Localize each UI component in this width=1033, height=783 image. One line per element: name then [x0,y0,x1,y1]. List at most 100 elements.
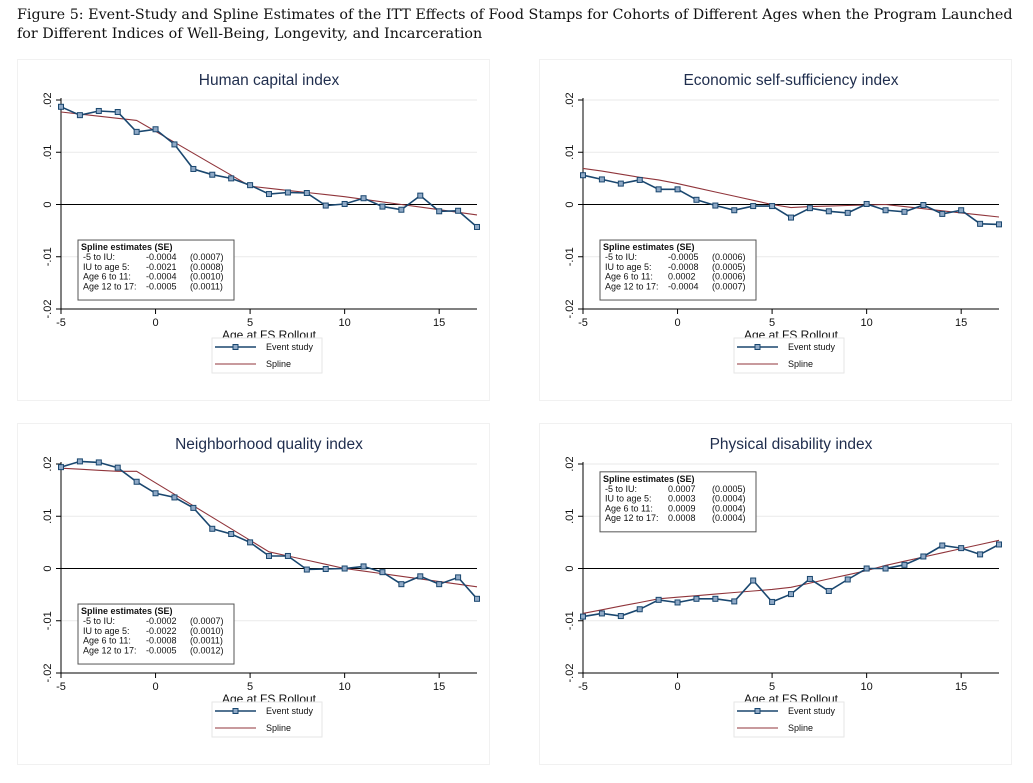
event-study-point [266,191,272,198]
chart-svg: Physical disability index -.02 -.01 0 .01 .02… [564,436,1002,738]
x-tick-label: 10 [339,317,351,329]
event-study-point [750,577,757,584]
x-tick-label: 0 [674,681,680,693]
event-study-point [920,553,927,560]
event-study-point [284,189,291,196]
spline-box-title: Spline estimates (SE) [81,242,173,252]
event-study-point [863,200,870,207]
spline-row-se: (0.0006) [712,252,746,262]
legend-spline-label: Spline [788,723,813,733]
spline-row-estimate: 0.0008 [668,513,696,523]
event-study-point [322,202,329,209]
y-tick-label: 0 [564,201,576,207]
spline-row-se: (0.0007) [190,252,224,262]
chart-svg: Neighborhood quality index -.02 -.01 0 .01 .0… [42,436,480,738]
event-study-point [901,561,908,568]
event-study-point [398,581,405,588]
chart-svg: Economic self-sufficiency index -.02 -.01 0… [564,72,1002,374]
spline-row-se: (0.0010) [190,272,224,282]
spline-row-estimate: -0.0008 [146,636,177,646]
event-study-point [844,576,851,583]
spline-row-estimate: -0.0005 [668,252,699,262]
y-tick-label: .01 [564,509,576,524]
x-tick-label: 10 [339,681,351,693]
legend-event-study-label: Event study [266,342,314,352]
spline-row-se: (0.0005) [712,262,746,272]
y-tick-label: -.01 [42,611,54,630]
event-study-point [712,202,719,209]
event-study-point [939,542,946,549]
x-tick-label: 15 [955,317,967,329]
spline-row-estimate: -0.0004 [146,272,177,282]
spline-row-label: IU to age 5: [605,262,652,272]
event-study-point [474,595,480,602]
y-tick-label: .02 [42,92,54,107]
event-study-point [58,464,64,471]
event-study-point [379,569,386,576]
event-study-point [996,221,1002,228]
spline-row-estimate: 0.0003 [668,494,696,504]
event-study-point [436,208,443,215]
x-tick-label: 0 [152,317,158,329]
y-tick-label: .01 [42,509,54,524]
event-study-point [171,494,178,501]
event-study-point [95,107,102,114]
event-study-point [750,203,757,210]
event-study-point [901,208,908,215]
legend-box [733,701,845,738]
x-tick-label: 15 [433,317,445,329]
event-study-point [636,606,643,613]
x-tick-label: -5 [578,317,588,329]
chart-panel-human-capital: Human capital index -.02 -.01 0 .01 .02 -5 0 5 10… [17,59,490,401]
event-study-point [398,206,405,213]
event-study-point [76,112,83,119]
legend-spline-label: Spline [266,359,291,369]
y-tick-label: 0 [42,565,54,571]
spline-row-estimate: 0.0002 [668,272,696,282]
chart-title: Economic self-sufficiency index [683,72,898,89]
chart-title: Neighborhood quality index [175,436,363,453]
event-study-point [655,186,662,193]
event-study-point [341,200,348,207]
x-tick-label: 5 [247,681,253,693]
event-study-point [417,192,424,199]
event-study-point [360,195,367,202]
spline-row-se: (0.0011) [190,636,223,646]
spline-estimates-box [77,239,235,301]
event-study-point [190,504,197,511]
legend-box [733,337,845,374]
spline-box-title: Spline estimates (SE) [603,242,695,252]
event-study-point [882,565,889,572]
legend-spline-label: Spline [266,723,291,733]
y-tick-label: -.01 [564,611,576,630]
spline-line [582,167,1000,218]
spline-row-se: (0.0004) [712,494,746,504]
event-study-line [582,543,1000,618]
event-study-point [580,172,586,179]
spline-row-label: IU to age 5: [83,626,130,636]
y-tick-label: -.01 [564,247,576,266]
spline-box-title: Spline estimates (SE) [603,474,695,484]
spline-row-label: -5 to IU: [605,484,637,494]
x-tick-label: -5 [56,317,66,329]
event-study-point [247,539,254,546]
event-study-point [190,165,197,172]
event-study-point [360,563,367,570]
chart-panel-physical-disability: Physical disability index -.02 -.01 0 .01 .02… [539,423,1012,765]
spline-estimates-box [77,603,235,665]
event-study-point [322,566,329,573]
y-tick-label: -.02 [564,664,576,683]
event-study-point [788,214,794,221]
spline-estimates-box [599,239,757,301]
legend-event-study-label: Event study [266,706,314,716]
event-study-point [341,565,348,572]
chart-panel-neighborhood-quality: Neighborhood quality index -.02 -.01 0 .01 .0… [17,423,490,765]
spline-row-estimate: 0.0009 [668,503,696,513]
event-study-point [58,103,64,110]
event-study-point [303,566,310,573]
x-tick-label: 15 [433,681,445,693]
spline-row-estimate: -0.0008 [668,262,699,272]
spline-row-se: (0.0011) [190,281,223,291]
event-study-point [417,573,424,580]
event-study-point [825,208,832,215]
